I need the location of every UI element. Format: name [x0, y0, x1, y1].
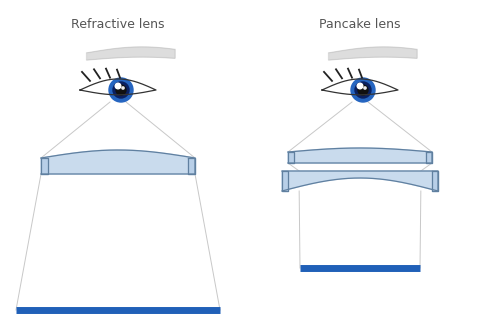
Polygon shape — [322, 79, 398, 95]
Polygon shape — [41, 150, 195, 174]
Polygon shape — [432, 171, 438, 191]
Circle shape — [122, 87, 124, 89]
Text: Pancake lens: Pancake lens — [319, 18, 401, 31]
Circle shape — [116, 85, 126, 95]
Polygon shape — [282, 171, 288, 191]
Polygon shape — [188, 158, 195, 174]
Circle shape — [358, 85, 368, 95]
Polygon shape — [282, 171, 438, 191]
Circle shape — [364, 87, 366, 89]
Polygon shape — [80, 79, 156, 95]
Text: Refractive lens: Refractive lens — [71, 18, 165, 31]
Polygon shape — [86, 47, 175, 60]
Circle shape — [357, 83, 363, 89]
Polygon shape — [426, 152, 432, 163]
Polygon shape — [41, 158, 48, 174]
Circle shape — [109, 78, 133, 102]
Polygon shape — [288, 152, 294, 163]
Circle shape — [355, 82, 371, 98]
Circle shape — [115, 83, 121, 89]
Polygon shape — [288, 148, 432, 163]
Polygon shape — [329, 47, 417, 60]
Circle shape — [113, 82, 129, 98]
Circle shape — [351, 78, 375, 102]
